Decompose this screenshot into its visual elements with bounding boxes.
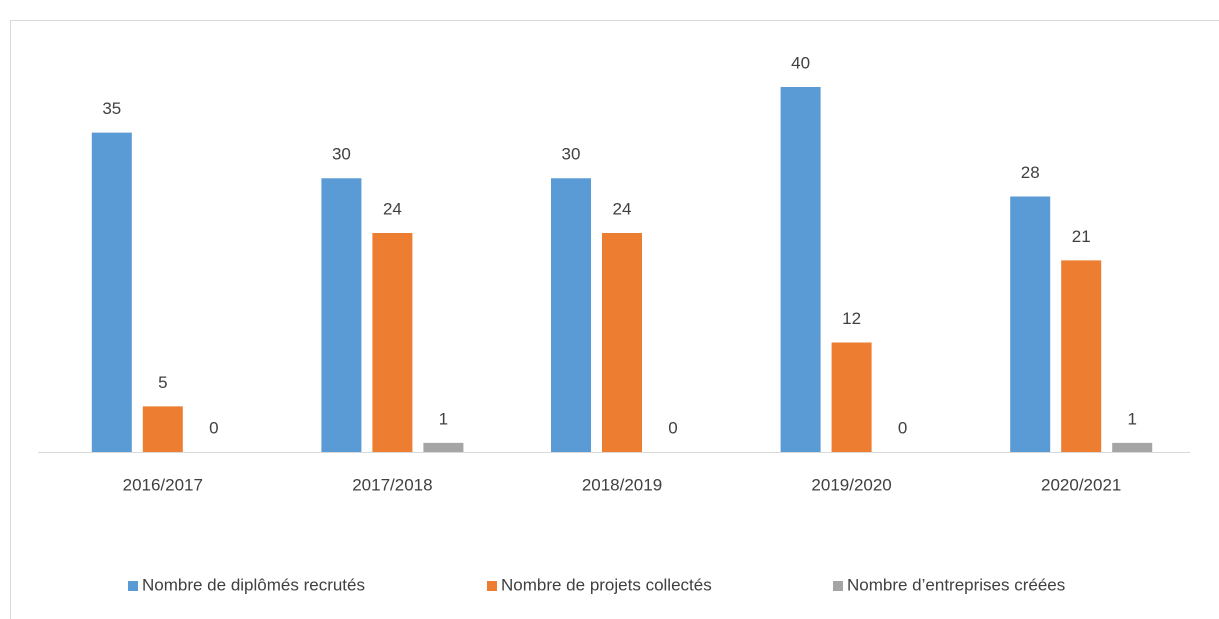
bar — [1010, 196, 1051, 452]
data-label: 0 — [898, 418, 907, 437]
bar — [91, 132, 132, 452]
x-tick-label: 2019/2020 — [811, 475, 891, 494]
bar — [551, 178, 591, 452]
data-label: 1 — [439, 409, 448, 428]
bar — [1061, 260, 1102, 452]
data-label: 40 — [791, 53, 810, 72]
bar — [831, 342, 872, 452]
data-label: 24 — [613, 199, 632, 218]
data-label: 0 — [209, 418, 218, 437]
bar — [142, 406, 183, 452]
x-tick-label: 2018/2019 — [582, 475, 662, 494]
legend-label: Nombre d’entreprises créées — [847, 575, 1065, 594]
legend-label: Nombre de projets collectés — [501, 575, 712, 594]
data-label: 28 — [1021, 163, 1040, 182]
bar — [423, 442, 464, 452]
bar — [1112, 442, 1153, 452]
legend-swatch — [128, 581, 138, 591]
x-tick-label: 2020/2021 — [1041, 475, 1121, 494]
data-label: 30 — [332, 145, 351, 164]
data-label: 24 — [383, 199, 402, 218]
bar — [780, 87, 821, 452]
bar — [602, 233, 642, 452]
legend-swatch — [833, 581, 843, 591]
data-label: 30 — [562, 145, 581, 164]
bar — [321, 178, 362, 452]
data-label: 21 — [1072, 227, 1091, 246]
data-label: 12 — [842, 309, 861, 328]
data-label: 35 — [102, 99, 121, 118]
data-label: 0 — [668, 418, 677, 437]
data-label: 1 — [1127, 409, 1136, 428]
legend-swatch — [487, 581, 497, 591]
legend-label: Nombre de diplômés recrutés — [142, 575, 365, 594]
bar — [372, 233, 413, 452]
x-tick-label: 2016/2017 — [123, 475, 203, 494]
data-label: 5 — [158, 373, 167, 392]
x-tick-label: 2017/2018 — [352, 475, 432, 494]
